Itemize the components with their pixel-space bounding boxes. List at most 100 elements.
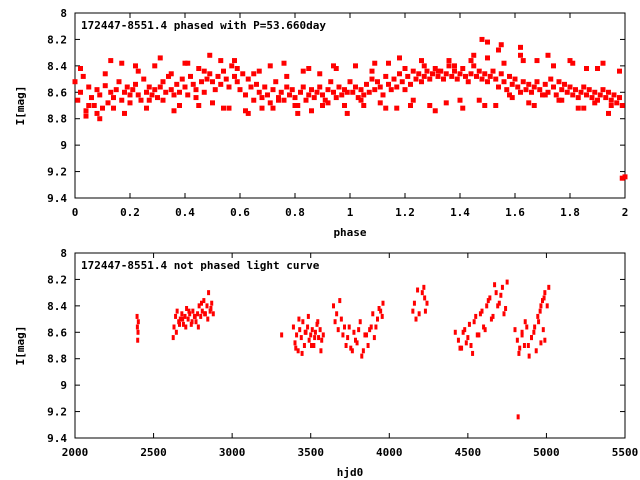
data-point — [166, 73, 171, 79]
data-point — [408, 81, 413, 87]
data-point — [452, 68, 457, 74]
data-point — [174, 81, 180, 87]
data-point — [178, 316, 182, 322]
data-point — [479, 36, 485, 42]
data-point — [307, 337, 311, 343]
data-point — [456, 337, 460, 343]
data-point — [209, 306, 213, 311]
data-point — [457, 71, 463, 77]
data-point — [543, 290, 547, 296]
data-point — [419, 58, 424, 64]
data-point — [485, 303, 489, 309]
x-tick-label: 1.8 — [560, 206, 580, 219]
data-point — [377, 306, 381, 311]
data-point — [240, 71, 246, 77]
data-point — [199, 313, 203, 319]
data-point — [491, 313, 495, 319]
data-point — [488, 295, 492, 301]
data-point — [432, 108, 438, 114]
data-point — [80, 73, 86, 79]
data-point — [333, 95, 339, 101]
data-point — [122, 89, 127, 95]
data-point — [497, 300, 501, 306]
y-tick-label: 8 — [60, 247, 67, 260]
data-point — [309, 332, 313, 338]
data-point — [306, 324, 310, 330]
x-tick-label: 1.6 — [505, 206, 525, 219]
data-point — [72, 79, 78, 85]
data-point — [300, 84, 306, 90]
data-point — [410, 68, 416, 74]
data-point — [520, 332, 524, 338]
data-point — [221, 105, 226, 111]
data-point — [193, 87, 199, 93]
data-point — [135, 313, 139, 319]
data-point — [526, 81, 532, 87]
data-point — [520, 329, 524, 335]
data-point — [232, 73, 237, 79]
data-point — [186, 316, 190, 322]
data-point — [178, 321, 181, 327]
data-point — [526, 100, 532, 106]
data-point — [496, 303, 500, 309]
data-point — [215, 73, 221, 79]
data-point — [435, 68, 441, 74]
data-point — [310, 343, 313, 348]
data-point — [478, 311, 482, 317]
data-point — [171, 335, 175, 341]
data-point — [200, 308, 204, 314]
x-axis-label: hjd0 — [337, 466, 364, 479]
data-point — [394, 105, 400, 111]
y-tick-label: 8.2 — [47, 273, 67, 286]
data-point — [332, 303, 335, 309]
data-point — [556, 79, 562, 85]
data-point — [485, 55, 490, 61]
data-point — [595, 97, 600, 103]
data-point — [504, 87, 510, 93]
data-point — [91, 103, 97, 108]
data-point — [320, 92, 325, 98]
data-point — [416, 71, 422, 77]
data-point — [600, 60, 606, 66]
data-point — [341, 332, 345, 338]
phased-light-curve-panel: 172447-8551.4 phased with P=53.660day ph… — [14, 7, 628, 239]
data-point — [460, 105, 466, 111]
data-point — [380, 92, 386, 98]
data-point — [284, 84, 290, 90]
data-point — [311, 95, 317, 101]
data-point — [515, 337, 519, 343]
data-point — [347, 79, 353, 85]
data-point — [405, 73, 411, 79]
data-point — [183, 313, 187, 319]
data-point — [267, 100, 273, 106]
data-point — [363, 332, 367, 338]
data-points — [135, 279, 551, 420]
data-point — [600, 87, 606, 93]
data-point — [516, 414, 520, 420]
data-point — [193, 313, 197, 319]
data-point — [559, 87, 565, 93]
data-point — [494, 290, 498, 296]
data-point — [372, 87, 378, 93]
data-point — [135, 68, 141, 74]
data-point — [570, 92, 576, 98]
data-point — [482, 71, 488, 77]
data-point — [487, 73, 493, 79]
data-point — [127, 100, 133, 106]
data-point — [280, 332, 284, 338]
data-point — [218, 58, 224, 64]
data-point — [89, 95, 94, 101]
x-tick-label: 3000 — [219, 446, 246, 459]
data-point — [287, 92, 292, 98]
data-point — [135, 92, 141, 98]
data-point — [592, 100, 598, 106]
data-point — [614, 100, 620, 106]
data-point — [270, 87, 276, 93]
data-point — [485, 79, 490, 85]
plot-frame — [74, 252, 626, 439]
data-point — [111, 105, 116, 111]
data-point — [498, 71, 504, 77]
data-point — [518, 89, 523, 95]
data-point — [622, 174, 628, 180]
data-point — [182, 84, 188, 90]
